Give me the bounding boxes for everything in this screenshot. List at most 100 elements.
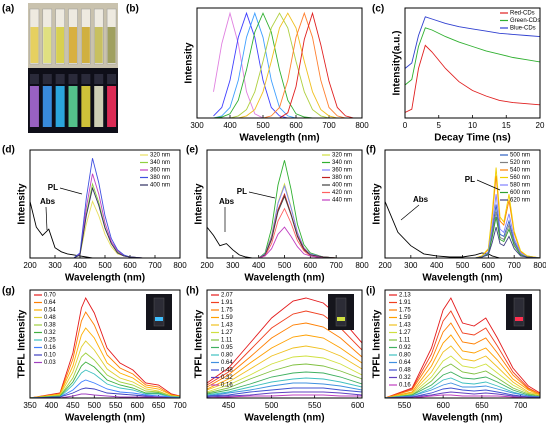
line-series (30, 352, 180, 398)
line-series (207, 394, 362, 398)
x-tick-label: 500 (98, 261, 112, 270)
line-series (207, 363, 362, 394)
plot-frame (384, 149, 541, 259)
x-tick-label: 700 (329, 261, 343, 270)
vial-glow (55, 86, 65, 127)
x-tick-label: 350 (23, 401, 37, 410)
x-tick-label: 10 (468, 121, 477, 130)
legend-label: 600 nm (510, 190, 530, 196)
legend-label: 360 nm (150, 168, 170, 174)
x-axis-label: Wavelength (nm) (422, 273, 502, 284)
y-axis-label: Intensity (184, 42, 195, 84)
x-tick-label: 400 (430, 261, 444, 270)
legend-label: 560 nm (510, 175, 530, 181)
legend-label: 0.16 (221, 383, 233, 389)
line-series (30, 393, 180, 398)
legend-label: 1.59 (221, 315, 233, 321)
x-tick-label: 800 (533, 261, 546, 270)
y-axis-label: Intensity(a.u.) (392, 30, 403, 95)
x-tick-label: 200 (23, 261, 37, 270)
x-tick-label: 0 (403, 121, 408, 130)
line-series (385, 194, 540, 258)
inset-vial (335, 297, 347, 327)
legend-label: 0.48 (44, 315, 56, 321)
vial-liquid (30, 27, 39, 63)
line-series (385, 310, 540, 398)
x-axis-label: Wavelength (nm) (422, 413, 502, 424)
vial-cap (81, 74, 91, 84)
x-tick-label: 500 (278, 261, 292, 270)
abs-curve (30, 201, 180, 258)
abs-label: Abs (219, 197, 235, 206)
x-tick-label: 20 (536, 121, 545, 130)
abs-label: Abs (413, 195, 429, 204)
legend-label: 620 nm (510, 198, 530, 204)
x-tick-label: 300 (226, 261, 240, 270)
x-tick-label: 600 (304, 261, 318, 270)
panel-label: (f) (366, 145, 376, 156)
x-tick-label: 800 (355, 121, 369, 130)
x-tick-label: 400 (73, 261, 87, 270)
line-series (30, 369, 180, 398)
panel-label: (g) (2, 286, 15, 297)
legend-label: 0.54 (44, 308, 56, 314)
y-axis-label: Intensity (372, 183, 383, 225)
legend-label: 0.48 (221, 368, 233, 374)
legend-label: 1.59 (399, 315, 411, 321)
line-series (385, 226, 540, 258)
x-tick-label: 800 (355, 261, 369, 270)
inset-glow (337, 317, 345, 321)
x-tick-label: 650 (475, 401, 489, 410)
line-series (207, 382, 362, 397)
plot-frame (206, 289, 363, 399)
x-tick-label: 550 (109, 401, 123, 410)
legend-label: 580 nm (510, 183, 530, 189)
panel-label: (i) (366, 286, 375, 297)
vial-cap (42, 74, 52, 84)
inset-vial (153, 297, 165, 327)
plot-frame (404, 7, 541, 119)
line-series (207, 207, 362, 258)
legend-label: 0.16 (44, 345, 56, 351)
legend-label: 0.48 (399, 368, 411, 374)
x-tick-label: 500 (256, 121, 270, 130)
x-tick-label: 300 (190, 121, 204, 130)
line-series (207, 391, 362, 398)
pl-arrow (476, 179, 501, 191)
line-series (30, 361, 180, 398)
x-tick-label: 800 (173, 261, 187, 270)
line-series (385, 377, 540, 398)
plot-frame (206, 149, 363, 259)
x-tick-label: 700 (322, 121, 336, 130)
x-tick-label: 200 (378, 261, 392, 270)
legend-label: 320 nm (332, 153, 352, 159)
abs-label: Abs (40, 197, 56, 206)
line-series (385, 391, 540, 398)
line-series (405, 44, 540, 113)
line-series (207, 387, 362, 397)
x-tick-label: 700 (514, 401, 528, 410)
abs-arrow (400, 204, 420, 221)
x-tick-label: 550 (308, 401, 322, 410)
vial-liquid (43, 27, 52, 63)
plot-frame (384, 289, 541, 399)
x-axis-label: Wavelength (nm) (65, 273, 145, 284)
line-series (213, 12, 362, 118)
pl-label: PL (465, 175, 475, 184)
legend-label: 0.80 (221, 353, 233, 359)
line-series (213, 11, 362, 118)
x-tick-label: 500 (456, 261, 470, 270)
vial-liquid (69, 27, 77, 63)
x-tick-label: 700 (507, 261, 521, 270)
line-series (385, 167, 540, 258)
x-tick-label: 450 (222, 401, 236, 410)
x-tick-label: 600 (130, 401, 144, 410)
x-tick-label: 300 (48, 261, 62, 270)
x-tick-label: 5 (437, 121, 442, 130)
line-series (207, 322, 362, 388)
panel-label: (h) (186, 286, 199, 297)
y-axis-label: TPFL Intensity (17, 309, 28, 378)
y-axis-label: TPFL Intensity (194, 309, 205, 378)
x-tick-label: 300 (404, 261, 418, 270)
